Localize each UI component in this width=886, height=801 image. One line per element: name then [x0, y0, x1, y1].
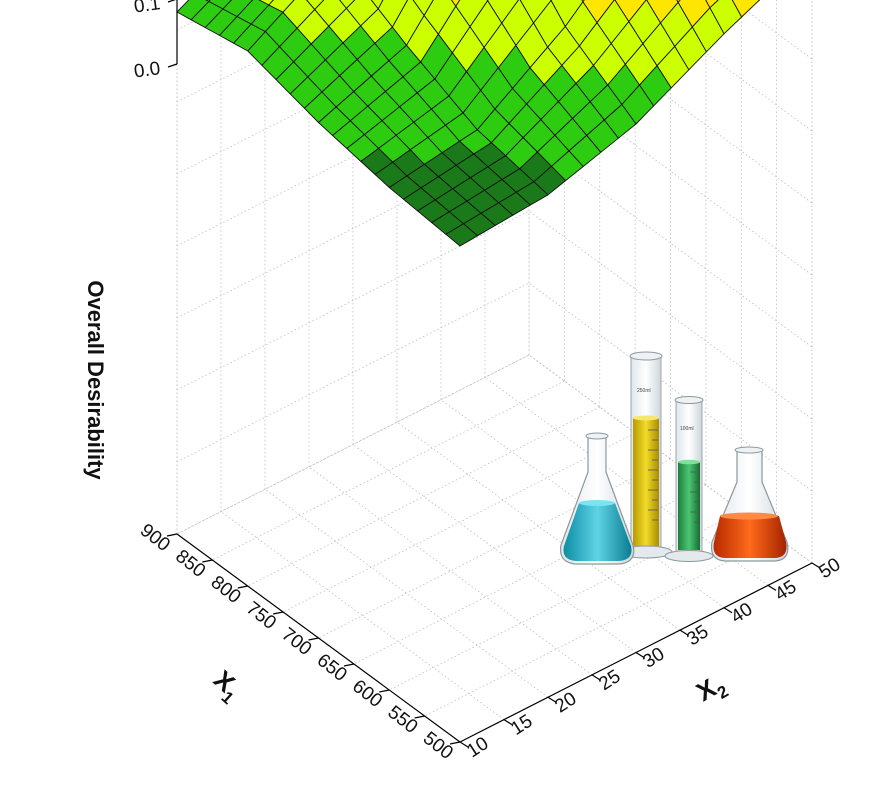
surface-cell	[445, 223, 479, 247]
surface-cell	[450, 0, 461, 7]
surface-cell	[339, 0, 356, 9]
z-tick-label: 0.0	[133, 58, 162, 82]
x1-tick-label: 700	[277, 624, 315, 660]
x2-axis-title: X2	[691, 668, 732, 712]
cylinder-left-label: 250ml	[637, 388, 651, 394]
x1-tick-label: 850	[171, 546, 209, 582]
x1-tick-label: 600	[348, 676, 386, 712]
x1-tick-label: 750	[242, 598, 280, 634]
red-flask-icon	[710, 446, 789, 562]
yellow-cylinder-icon: 250ml	[619, 351, 673, 559]
surface-cell	[306, 0, 325, 11]
surface-cell	[370, 0, 384, 10]
z-tick-label: 0.1	[133, 0, 162, 18]
x2-tick-label: 50	[815, 554, 844, 583]
cylinder-right-label: 100ml	[680, 426, 694, 432]
response-surface	[176, 0, 761, 247]
green-cylinder-icon: 100ml	[664, 396, 714, 562]
surface-cell	[705, 0, 719, 9]
background-grid	[176, 0, 813, 743]
x1-axis-title: X1	[205, 664, 248, 708]
laboratory-glassware-illustration: 250ml 100ml	[559, 351, 789, 565]
x1-tick-label: 900	[136, 520, 174, 556]
z-axis-title: Overall Desirability	[83, 280, 108, 480]
x1-tick-label: 650	[313, 650, 351, 686]
x1-tick-label: 500	[419, 728, 457, 764]
surface-cell	[731, 0, 760, 18]
x1-tick-label: 550	[384, 702, 422, 738]
cyan-flask-icon	[559, 432, 635, 565]
x1-tick-label: 800	[207, 572, 245, 608]
